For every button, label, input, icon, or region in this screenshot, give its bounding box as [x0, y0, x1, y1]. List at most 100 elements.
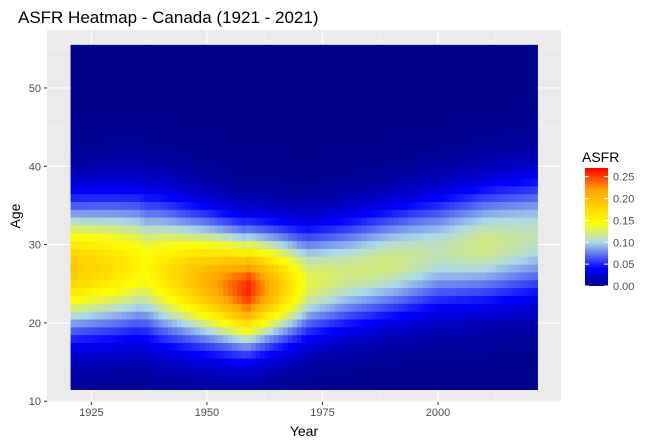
- heatmap-cell: [209, 209, 215, 218]
- heatmap-cell: [297, 342, 303, 351]
- heatmap-cell: [181, 91, 187, 101]
- legend-label: 0.20: [613, 194, 634, 206]
- heatmap-cell: [218, 131, 224, 140]
- heatmap-cell: [532, 52, 538, 62]
- heatmap-cell: [93, 373, 99, 383]
- heatmap-cell: [102, 44, 109, 54]
- heatmap-cell: [315, 138, 321, 148]
- heatmap-cell: [509, 193, 515, 203]
- heatmap-cell: [532, 271, 538, 281]
- heatmap-cell: [126, 209, 132, 218]
- heatmap-cell: [463, 123, 469, 132]
- heatmap-cell: [426, 68, 432, 77]
- heatmap-cell: [70, 303, 76, 312]
- heatmap-cell: [449, 287, 455, 296]
- heatmap-cell: [412, 279, 418, 289]
- heatmap-cell: [102, 123, 109, 132]
- heatmap-cell: [334, 209, 340, 218]
- heatmap-cell: [121, 350, 127, 359]
- heatmap-cell: [500, 264, 506, 273]
- heatmap-cell: [250, 162, 256, 171]
- heatmap-cell: [93, 326, 99, 336]
- heatmap-cell: [93, 209, 99, 218]
- heatmap-cell: [126, 60, 132, 69]
- heatmap-cell: [287, 365, 293, 375]
- heatmap-cell: [408, 68, 414, 77]
- heatmap-cell: [260, 154, 266, 163]
- heatmap-cell: [449, 303, 455, 312]
- heatmap-cell: [190, 232, 196, 242]
- heatmap-cell: [458, 358, 464, 367]
- heatmap-cell: [232, 60, 238, 69]
- heatmap-cell: [181, 68, 187, 77]
- heatmap-cell: [352, 52, 358, 62]
- heatmap-cell: [375, 350, 381, 359]
- heatmap-cell: [153, 217, 159, 226]
- heatmap-cell: [79, 358, 85, 367]
- heatmap-cell: [366, 178, 372, 187]
- heatmap-cell: [301, 60, 307, 69]
- heatmap-cell: [102, 334, 109, 343]
- heatmap-cell: [158, 365, 164, 375]
- heatmap-cell: [472, 99, 478, 109]
- heatmap-cell: [481, 318, 488, 328]
- heatmap-cell: [186, 256, 192, 265]
- heatmap-cell: [227, 381, 233, 390]
- heatmap-cell: [70, 84, 76, 93]
- heatmap-cell: [491, 170, 497, 179]
- heatmap-cell: [75, 295, 81, 304]
- heatmap-cell: [431, 334, 437, 343]
- heatmap-cell: [158, 52, 164, 62]
- heatmap-cell: [139, 381, 146, 390]
- heatmap-cell: [435, 358, 441, 367]
- heatmap-cell: [79, 68, 85, 77]
- heatmap-cell: [371, 201, 377, 210]
- heatmap-cell: [472, 201, 478, 210]
- heatmap-cell: [227, 91, 233, 101]
- heatmap-cell: [481, 381, 488, 390]
- heatmap-cell: [153, 162, 159, 171]
- heatmap-cell: [301, 225, 307, 234]
- heatmap-cell: [89, 326, 95, 336]
- heatmap-cell: [444, 44, 451, 54]
- heatmap-cell: [255, 381, 261, 390]
- heatmap-cell: [264, 225, 270, 234]
- heatmap-cell: [444, 256, 451, 265]
- heatmap-cell: [454, 201, 460, 210]
- heatmap-cell: [227, 264, 233, 273]
- heatmap-cell: [218, 60, 224, 69]
- heatmap-cell: [273, 358, 280, 367]
- heatmap-cell: [232, 44, 238, 54]
- heatmap-cell: [135, 311, 141, 320]
- heatmap-cell: [149, 279, 155, 289]
- heatmap-cell: [204, 99, 210, 109]
- heatmap-cell: [532, 240, 538, 250]
- heatmap-cell: [218, 170, 224, 179]
- heatmap-cell: [468, 295, 474, 304]
- heatmap-cell: [421, 334, 427, 343]
- heatmap-cell: [329, 178, 335, 187]
- heatmap-cell: [153, 287, 159, 296]
- heatmap-cell: [523, 365, 529, 375]
- heatmap-cell: [472, 318, 478, 328]
- heatmap-cell: [223, 107, 229, 116]
- heatmap-cell: [130, 209, 136, 218]
- heatmap-cell: [287, 115, 293, 124]
- heatmap-cell: [458, 248, 464, 257]
- heatmap-cell: [380, 232, 386, 242]
- heatmap-cell: [408, 131, 414, 140]
- heatmap-cell: [297, 318, 303, 328]
- heatmap-cell: [102, 295, 109, 304]
- heatmap-cell: [375, 162, 381, 171]
- heatmap-cell: [417, 365, 423, 375]
- heatmap-cell: [347, 279, 354, 289]
- heatmap-cell: [412, 185, 418, 195]
- heatmap-cell: [463, 217, 469, 226]
- heatmap-cell: [186, 162, 192, 171]
- heatmap-cell: [320, 381, 326, 390]
- heatmap-cell: [343, 240, 349, 250]
- heatmap-cell: [269, 381, 275, 390]
- heatmap-cell: [75, 170, 81, 179]
- heatmap-cell: [250, 373, 256, 383]
